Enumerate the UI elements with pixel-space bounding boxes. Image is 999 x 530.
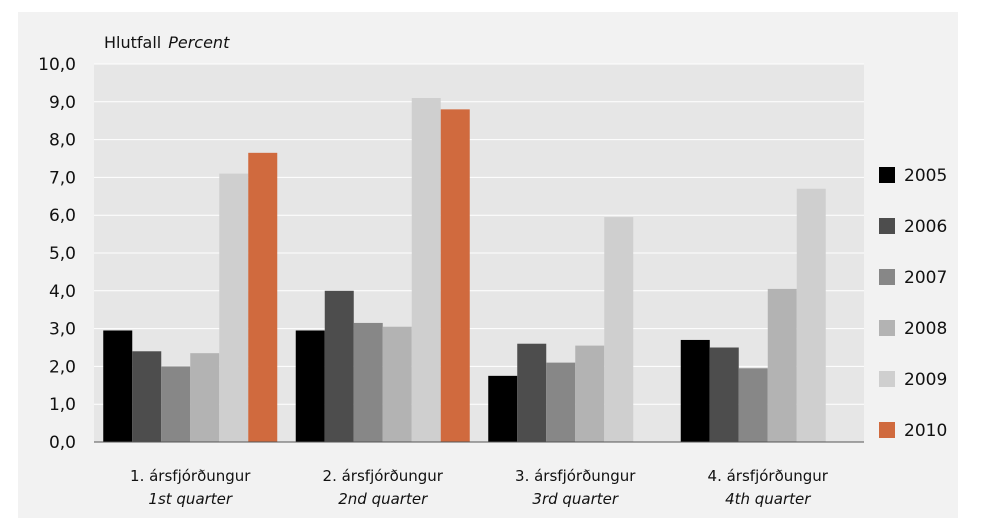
x-tick-label: 2. ársfjórðungur (323, 467, 444, 485)
legend: 2005 2006 2007 2008 2009 2010 (879, 166, 947, 441)
y-tick-labels: 0,0 1,0 2,0 3,0 4,0 5,0 6,0 7,0 8,0 9,0 10,0 (38, 55, 76, 453)
legend-swatch-2010 (879, 422, 895, 438)
bar-2008-q4 (767, 288, 797, 442)
bar-2009-q3 (604, 217, 634, 442)
bar-2009-q4 (796, 188, 826, 442)
y-tick-label: 0,0 (49, 433, 76, 453)
bar-2008-q3 (575, 345, 605, 442)
y-tick-label: 4,0 (49, 282, 76, 302)
x-tick-label: 3. ársfjórðungur (515, 467, 636, 485)
y-tick-label: 3,0 (49, 320, 76, 340)
bar-2010-q2 (440, 109, 470, 443)
legend-swatch-2007 (879, 269, 895, 285)
legend-label-2007: 2007 (904, 268, 947, 288)
legend-label-2006: 2006 (904, 217, 947, 237)
bar-2005-q4 (680, 339, 710, 442)
bar-2006-q3 (517, 343, 547, 442)
y-tick-label: 7,0 (49, 168, 76, 188)
legend-label-2008: 2008 (904, 319, 947, 339)
legend-label-2010: 2010 (904, 421, 947, 441)
y-axis-label-is: Hlutfall (104, 33, 161, 52)
bar-2005-q3 (488, 375, 518, 442)
y-tick-label: 8,0 (49, 131, 76, 151)
y-axis-label: Hlutfall Percent (104, 33, 230, 52)
x-tick-label-en: 3rd quarter (532, 490, 618, 508)
y-tick-label: 10,0 (38, 55, 76, 75)
x-tick-label-en: 4th quarter (725, 490, 811, 508)
y-tick-label: 5,0 (49, 244, 76, 264)
legend-swatch-2008 (879, 320, 895, 336)
bar-2005-q1 (103, 330, 133, 442)
bar-2006-q1 (132, 351, 162, 442)
bar-2006-q2 (324, 290, 354, 442)
bar-2009-q1 (219, 173, 249, 442)
legend-label-2009: 2009 (904, 370, 947, 390)
bar-2007-q2 (353, 322, 383, 442)
bar-2006-q4 (709, 347, 739, 442)
y-tick-label: 9,0 (49, 93, 76, 113)
bar-2007-q4 (738, 368, 768, 442)
x-tick-label-en: 1st quarter (148, 490, 233, 508)
bar-2007-q1 (161, 366, 191, 442)
legend-swatch-2009 (879, 371, 895, 387)
legend-swatch-2005 (879, 167, 895, 183)
y-tick-label: 1,0 (49, 395, 76, 415)
y-axis-label-en: Percent (168, 33, 230, 52)
legend-swatch-2006 (879, 218, 895, 234)
bar-2007-q3 (546, 362, 576, 442)
bar-2008-q2 (382, 326, 412, 442)
x-tick-label: 1. ársfjórðungur (130, 467, 251, 485)
y-tick-label: 2,0 (49, 357, 76, 377)
y-tick-label: 6,0 (49, 206, 76, 226)
bar-2009-q2 (411, 98, 441, 443)
legend-label-2005: 2005 (904, 166, 947, 186)
bar-2005-q2 (295, 330, 325, 442)
x-tick-labels: 1. ársfjórðungur 1st quarter 2. ársfjórðun… (130, 467, 829, 508)
x-tick-label: 4. ársfjórðungur (708, 467, 829, 485)
bar-2008-q1 (190, 353, 220, 442)
x-tick-label-en: 2nd quarter (338, 490, 428, 508)
bar-2010-q1 (248, 152, 278, 442)
bars (103, 98, 826, 443)
